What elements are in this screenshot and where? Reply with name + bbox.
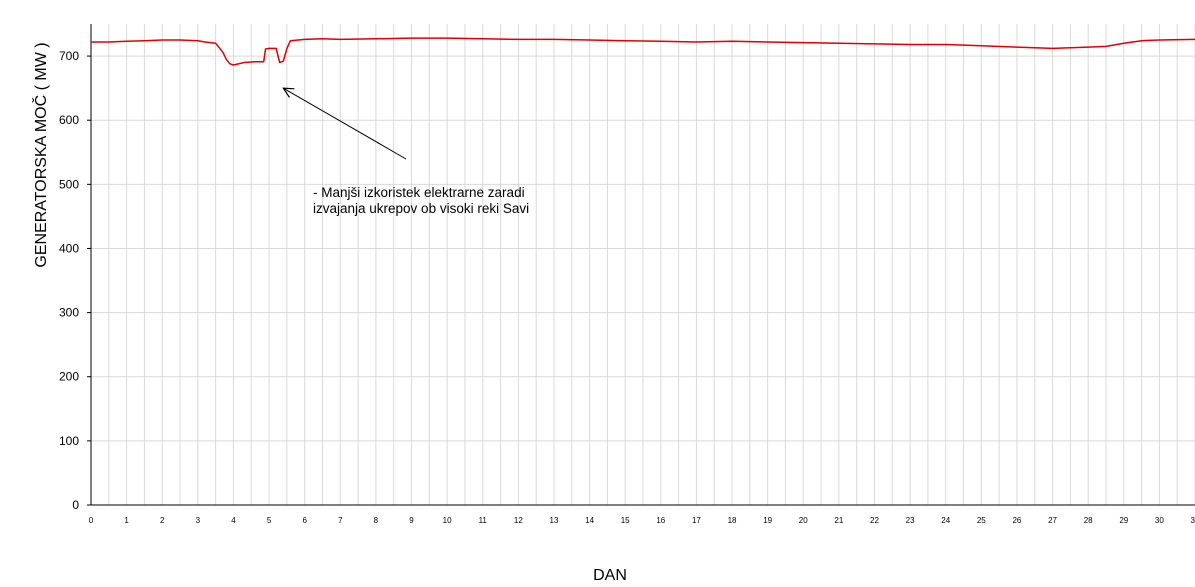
x-tick-label: 19	[763, 516, 772, 525]
y-tick-labels: 0 100 200 300 400 500 600 700	[59, 49, 79, 512]
y-tick-label: 700	[59, 49, 79, 63]
x-tick-label: 0	[89, 516, 94, 525]
y-axis-title: GENERATORSKA MOČ ( MW )	[31, 42, 50, 267]
x-tick-label: 5	[267, 516, 272, 525]
x-tick-label: 8	[374, 516, 379, 525]
x-tick-label: 24	[941, 516, 950, 525]
y-tick-label: 200	[59, 370, 79, 384]
axes	[87, 24, 1195, 506]
x-tick-label: 12	[514, 516, 523, 525]
x-tick-labels: 0 1 2 3 4 5 6 7 8 9 10 11 12 13 14 15 16 17 18 19 20 21 22 23 24…	[89, 516, 1195, 525]
x-axis-title: DAN	[593, 567, 627, 584]
x-tick-label: 6	[302, 516, 307, 525]
x-tick-label: 16	[656, 516, 665, 525]
x-tick-label: 2	[160, 516, 165, 525]
x-tick-label: 7	[338, 516, 343, 525]
y-tick-label: 500	[59, 177, 79, 191]
x-tick-label: 27	[1048, 516, 1057, 525]
x-tick-label: 3	[196, 516, 201, 525]
x-tick-label: 1	[124, 516, 129, 525]
x-tick-label: 28	[1084, 516, 1093, 525]
x-tick-label: 25	[977, 516, 986, 525]
x-tick-label: 21	[834, 516, 843, 525]
annotation-text: izvajanja ukrepov ob visoki reki Savi	[313, 201, 529, 216]
x-tick-label: 15	[621, 516, 630, 525]
x-tick-label: 26	[1012, 516, 1021, 525]
x-tick-label: 23	[906, 516, 915, 525]
x-tick-label: 4	[231, 516, 236, 525]
x-tick-label: 11	[479, 516, 488, 525]
x-tick-label: 14	[585, 516, 594, 525]
x-tick-label: 10	[443, 516, 452, 525]
x-tick-label: 20	[799, 516, 808, 525]
x-tick-label: 22	[870, 516, 879, 525]
annotation-text: - Manjši izkoristek elektrarne zaradi	[313, 185, 525, 200]
y-tick-label: 0	[72, 498, 79, 512]
x-tick-label: 30	[1155, 516, 1164, 525]
x-tick-label: 17	[692, 516, 701, 525]
y-tick-label: 600	[59, 113, 79, 127]
annotation-arrow	[283, 88, 407, 160]
x-tick-label: 31	[1191, 516, 1195, 525]
x-tick-label: 9	[409, 516, 414, 525]
y-tick-label: 100	[59, 434, 79, 448]
x-tick-label: 29	[1119, 516, 1128, 525]
series	[91, 37, 1195, 66]
series-line	[91, 37, 1195, 66]
y-tick-label: 400	[59, 241, 79, 255]
x-tick-label: 18	[728, 516, 737, 525]
annotation: - Manjši izkoristek elektrarne zaradiizv…	[283, 88, 529, 216]
y-tick-label: 300	[59, 306, 79, 320]
grid	[91, 24, 1195, 505]
x-tick-label: 13	[550, 516, 559, 525]
